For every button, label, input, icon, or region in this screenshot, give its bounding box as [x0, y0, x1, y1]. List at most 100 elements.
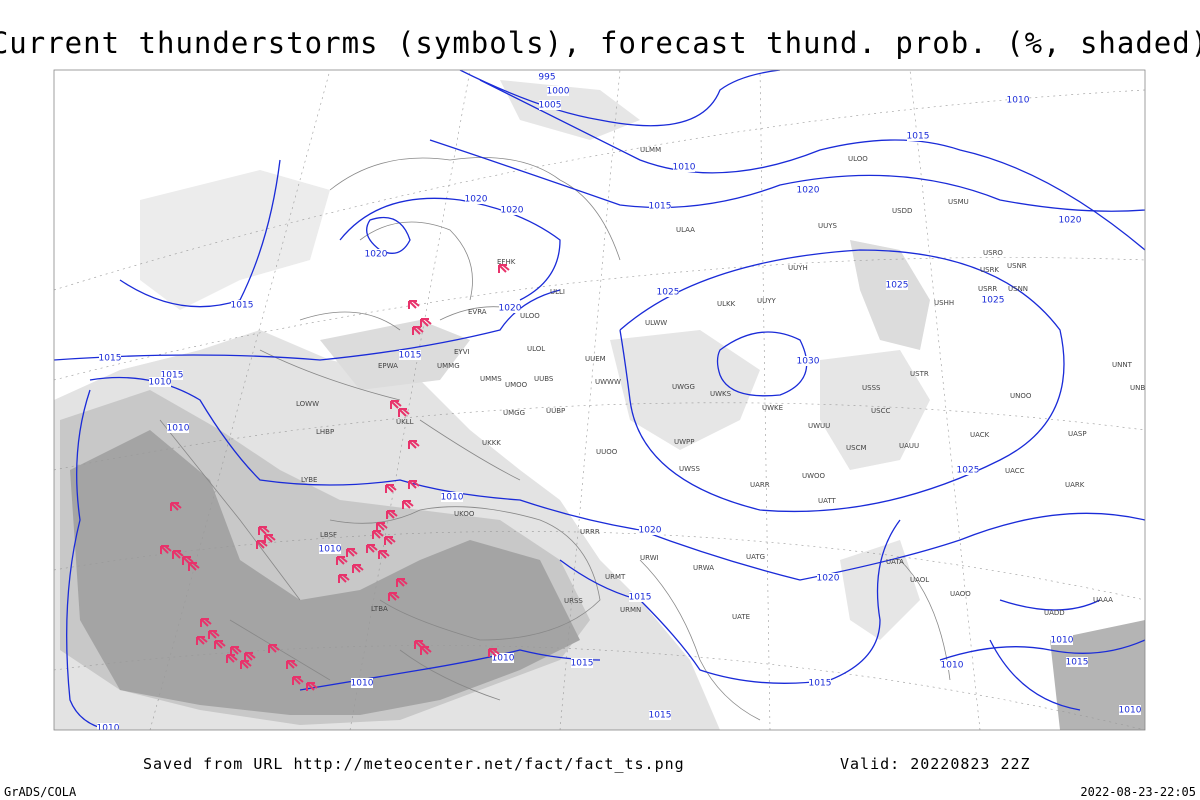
station-code: UMMG: [437, 362, 460, 370]
station-code: USTR: [910, 370, 929, 378]
station-code: ULOL: [527, 345, 545, 353]
station-code: ULOO: [848, 155, 868, 163]
station-code: UKOO: [454, 510, 475, 518]
station-code: UNBB: [1130, 384, 1150, 392]
isobar-label: 1020: [501, 206, 524, 216]
station-code: USSS: [862, 384, 881, 392]
station-code: UATT: [818, 497, 837, 505]
station-code: UKLL: [396, 418, 414, 426]
isobar-label: 1010: [351, 679, 374, 689]
station-code: UWGG: [672, 383, 695, 391]
isobar-label: 1015: [161, 371, 184, 381]
isobar-label: 1005: [539, 101, 562, 111]
station-code: USNN: [1008, 285, 1028, 293]
station-code: UWOO: [802, 472, 826, 480]
isobar-label-bg: [673, 162, 695, 172]
station-code: UATA: [886, 558, 904, 566]
isobar-label-bg: [629, 592, 651, 602]
source-url: Saved from URL http://meteocenter.net/fa…: [143, 755, 685, 773]
isobar-label: 1010: [941, 661, 964, 671]
isobar-label-bg: [492, 653, 514, 663]
isobar-label: 1015: [231, 301, 254, 311]
isobar-label: 1020: [817, 574, 840, 584]
isobar-label-bg: [231, 300, 253, 310]
isobar-label-bg: [797, 356, 819, 366]
isobar-label-bg: [657, 287, 679, 297]
isobar-label: 1010: [492, 654, 515, 664]
isobar-label-bg: [319, 544, 341, 554]
isobar-label: 1025: [886, 281, 909, 291]
station-code: URRR: [580, 528, 600, 536]
isobar-label-bg: [149, 377, 171, 387]
station-code: ULMM: [640, 146, 661, 154]
isobar-label-bg: [499, 303, 521, 313]
isobar-label-bg: [167, 423, 189, 433]
station-code: USRK: [980, 266, 999, 274]
station-code: UWSS: [679, 465, 700, 473]
station-code: UASP: [1068, 430, 1087, 438]
station-code: UARR: [750, 481, 770, 489]
isobar-label-bg: [351, 678, 373, 688]
map-frame: [53, 69, 1146, 731]
station-code: EYVI: [454, 348, 470, 356]
isobar-label: 995: [538, 73, 555, 83]
station-code: UATE: [732, 613, 750, 621]
isobar-label: 1020: [797, 186, 820, 196]
isobar-label-bg: [1119, 705, 1141, 715]
isobar-label-bg: [886, 280, 908, 290]
isobar-label-bg: [982, 295, 1004, 305]
isobar-label-bg: [957, 465, 979, 475]
station-code: UADD: [1044, 609, 1065, 617]
isobar-label-bg: [1051, 635, 1073, 645]
graticule: [54, 70, 1145, 730]
isobar-label-bg: [99, 353, 121, 363]
isobar-label: 1015: [809, 679, 832, 689]
isobar-label-bg: [539, 100, 561, 110]
software-credit: GrADS/COLA: [4, 785, 77, 799]
station-code: UWKS: [710, 390, 732, 398]
isobar-label-bg: [97, 723, 119, 730]
station-code: ULLI: [550, 288, 565, 296]
station-code: URWA: [693, 564, 714, 572]
station-code: URMT: [605, 573, 626, 581]
isobar-label-bg: [907, 131, 929, 141]
isobar-label: 1025: [957, 466, 980, 476]
isobar-label-bg: [1066, 657, 1088, 667]
isobar-label-bg: [649, 201, 671, 211]
station-code: ULOO: [520, 312, 540, 320]
station-code: UUYH: [788, 264, 808, 272]
station-code: UAUU: [899, 442, 919, 450]
isobar-label-bg: [441, 492, 463, 502]
isobar-label: 1010: [149, 378, 172, 388]
isobar-label-bg: [365, 249, 387, 259]
isobar-label-bg: [941, 660, 963, 670]
station-code: UUOO: [596, 448, 618, 456]
station-code: LYBE: [301, 476, 317, 484]
isobar-label: 1015: [649, 711, 672, 721]
isobar-label-bg: [399, 350, 421, 360]
station-code: URMN: [620, 606, 641, 614]
isobar-label-bg: [501, 205, 523, 215]
isobar-label: 1010: [167, 424, 190, 434]
map-title: Current thunderstorms (symbols), forecas…: [0, 26, 1200, 60]
isobar-label: 1015: [1066, 658, 1089, 668]
valid-time: Valid: 20220823 22Z: [840, 755, 1031, 773]
isobar-label: 1015: [629, 593, 652, 603]
station-code: USDD: [892, 207, 912, 215]
station-code: UATG: [746, 553, 765, 561]
isobar-label: 1010: [97, 724, 120, 734]
isobar-label-bg: [1059, 215, 1081, 225]
station-code: LHBP: [316, 428, 334, 436]
timestamp: 2022-08-23-22:05: [1080, 785, 1196, 799]
isobar-label: 1010: [1007, 96, 1030, 106]
isobar-label: 1020: [499, 304, 522, 314]
isobar-label-bg: [1007, 95, 1029, 105]
station-code: EPWA: [378, 362, 398, 370]
station-code: UWUU: [808, 422, 830, 430]
station-code: LTBA: [371, 605, 388, 613]
station-code: USRR: [978, 285, 997, 293]
